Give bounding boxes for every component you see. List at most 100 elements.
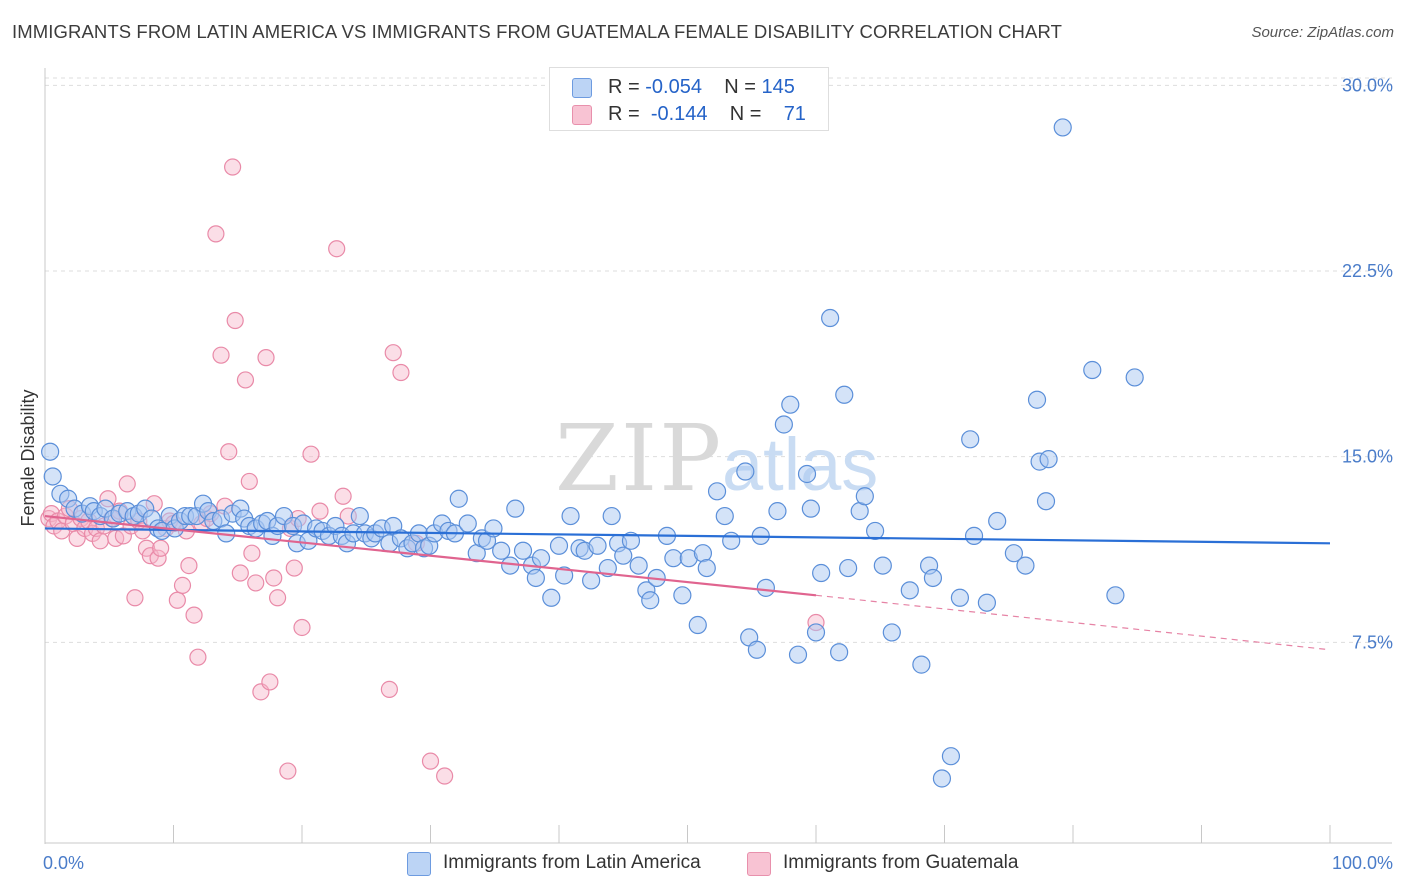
legend-n-value: 71 [783,103,806,125]
latin-america-point [797,464,817,484]
latin-america-point [561,506,580,526]
latin-america-point [806,623,826,642]
legend-r-label: R = [608,76,640,98]
guatemala-point [311,502,329,520]
guatemala-point [189,648,207,666]
correlation-legend: R = -0.054 N = 145 R = -0.144 N = 71 [549,67,829,131]
guatemala-point [224,158,242,176]
latin-america-point [961,430,980,449]
guatemala-point [226,311,244,330]
guatemala-point [328,240,346,258]
latin-america-point [449,489,468,508]
guatemala-point [126,589,144,607]
legend-n-label: N = [724,76,756,98]
guatemala-point [236,371,255,389]
latin-america-point [629,556,648,575]
latin-america-trendline [44,527,1331,545]
legend-n-value: 145 [761,76,795,98]
latin-america-point [722,531,741,550]
latin-america-point [526,568,545,588]
guatemala-point [279,762,297,780]
guatemala-point [436,767,454,785]
latin-america-point [1004,544,1023,563]
trendlines [44,514,1331,651]
latin-america-point [788,645,808,664]
guatemala-point [293,618,311,637]
guatemala-point [149,549,167,567]
latin-america-point [1039,450,1058,469]
latin-america-point [549,536,569,555]
tick-labels: 7.5% 15.0% 22.5% 30.0% 0.0% 100.0% [43,75,1393,873]
y-tick-label: 30.0% [1342,75,1393,95]
guatemala-point [268,589,287,607]
latin-america-point [866,521,885,541]
latin-america-point [821,308,840,328]
latin-america-point [588,536,607,555]
latin-america-point [707,482,727,501]
y-axis-title: Female Disability [18,389,38,526]
watermark: ZIP atlas [555,405,878,512]
chart-title: IMMIGRANTS FROM LATIN AMERICA VS IMMIGRA… [12,21,1062,42]
guatemala-point [421,752,440,770]
legend-swatch-pink [572,105,592,125]
legend-r-label: R = [608,103,640,125]
bottom-legend-swatch-pink [747,852,771,876]
legend-n-label: N = [729,103,762,125]
guatemala-point [261,673,279,691]
guatemala-point [247,574,265,592]
legend-r-value: -0.144 [650,103,708,125]
latin-america-point [673,586,692,605]
latin-america-point [830,643,849,662]
latin-america-point [774,415,793,434]
guatemala-point [334,487,352,505]
guatemala-point [173,576,192,594]
latin-america-point [513,541,533,560]
latin-america-point [1125,368,1144,387]
guatemala-point [285,559,303,577]
guatemala-point [240,472,258,491]
latin-america-point [855,487,874,506]
latin-america-point [768,502,787,521]
y-tick-label: 7.5% [1352,632,1393,652]
latin-america-point [506,499,525,518]
latin-america-point [736,462,755,481]
guatemala-point [257,349,275,367]
latin-america-point [715,506,734,526]
guatemala-point [207,225,225,243]
latin-america-point [839,558,858,578]
latin-america-point [614,546,633,565]
latin-america-point [621,531,641,550]
guatemala-point [91,532,109,550]
guatemala-point [168,591,186,609]
y-tick-label: 22.5% [1342,261,1393,281]
latin-america-point [555,566,574,585]
bottom-legend-swatch-blue [407,852,431,876]
latin-america-point [542,588,561,607]
latin-america-point [882,623,901,642]
latin-america-point [693,544,713,563]
guatemala-trendline-extension [815,594,1331,651]
bottom-legend-label-guatemala: Immigrants from Guatemala [783,852,1019,873]
latin-america-point [873,556,892,575]
latin-america-point [602,506,621,526]
latin-america-point [1083,360,1102,380]
guatemala-point [220,443,238,461]
latin-america-point [964,526,984,545]
latin-america-point [1027,390,1047,409]
guatemala-trendline [44,514,817,597]
latin-america-point [531,549,551,568]
guatemala-point [392,363,410,382]
latin-america-point [492,541,511,560]
latin-america-point [598,558,617,578]
guatemala-point [384,344,402,362]
y-tick-label: 15.0% [1342,447,1393,467]
latin-america-point [912,655,931,674]
latin-america-point [801,499,820,518]
latin-america-point [1106,586,1125,605]
latin-america-point [747,640,766,659]
latin-america-point [458,514,477,533]
latin-america-point [41,442,60,461]
guatemala-point [265,569,283,587]
latin-america-point [932,769,952,788]
